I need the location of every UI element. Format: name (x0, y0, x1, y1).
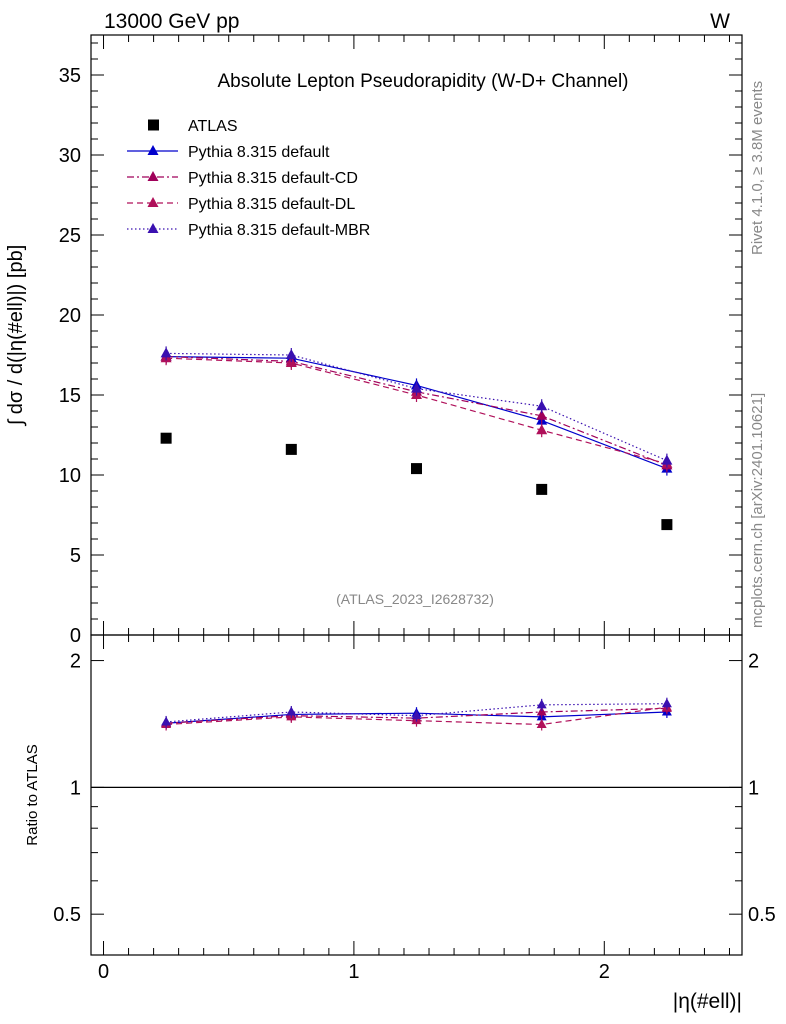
chart-title: Absolute Lepton Pseudorapidity (W-D+ Cha… (217, 71, 628, 92)
data-point (285, 349, 297, 359)
series-line (166, 357, 668, 465)
y-tick-label: 25 (59, 225, 81, 247)
energy-label: 13000 GeV pp (104, 10, 239, 33)
y-tick-label: 30 (59, 145, 81, 167)
ratio-panel: 0.5 0.5 1 1 2 2 Ratio to ATLAS (24, 634, 776, 956)
main-panel: 0 5 10 15 20 25 30 35 Absolute Lepton Pseudorap… (5, 34, 743, 647)
series-line (166, 352, 668, 462)
y-tick-label: 0 (70, 625, 81, 647)
data-point (160, 347, 172, 358)
series-line (166, 356, 668, 470)
analysis-watermark: (ATLAS_2023_I2628732) (336, 591, 494, 607)
x-tick-label: 1 (348, 961, 359, 983)
legend: ATLAS Pythia 8.315 default Pythia 8.315 de… (127, 118, 370, 239)
main-axis-ticks: 0 5 10 15 20 25 30 35 (59, 35, 742, 647)
legend-label: Pythia 8.315 default-DL (188, 196, 355, 213)
ratio-frame (90, 634, 743, 956)
ratio-data-point (536, 699, 547, 709)
y-tick-label: 20 (59, 305, 81, 327)
legend-marker (147, 223, 159, 233)
y-tick-label: 35 (59, 65, 81, 87)
data-point (411, 382, 422, 393)
data-point (411, 463, 422, 475)
y-tick-label: 15 (59, 385, 81, 407)
legend-label: Pythia 8.315 default (188, 144, 330, 161)
ratio-y-axis-label: Ratio to ATLAS (24, 744, 41, 845)
main-data-marks (160, 346, 673, 531)
data-point (536, 483, 548, 495)
y-tick-label: 10 (59, 465, 81, 487)
legend-marker (147, 197, 159, 207)
process-label: W (710, 10, 730, 33)
series-line (166, 356, 668, 466)
legend-marker (147, 171, 159, 181)
legend-label: Pythia 8.315 default-MBR (188, 222, 370, 239)
mcplots-source-label: mcplots.cern.ch [arXiv:2401.10621] (749, 393, 766, 628)
data-point (536, 409, 548, 420)
x-axis-tick-labels: 0 1 2 (98, 961, 610, 983)
ratio-data-point (161, 716, 172, 726)
ratio-y-tick-label: 2 (70, 651, 81, 673)
data-point (285, 443, 297, 455)
x-tick-label: 0 (98, 961, 109, 983)
data-point (661, 519, 673, 531)
legend-label: ATLAS (188, 118, 238, 135)
legend-label: Pythia 8.315 default-CD (188, 170, 358, 187)
ratio-axis-ticks: 0.5 0.5 1 1 2 2 (53, 635, 776, 956)
ratio-data-marks (91, 697, 742, 788)
ratio-y-tick-label: 1 (748, 777, 759, 799)
ratio-data-point (536, 706, 547, 716)
y-tick-label: 5 (70, 545, 81, 567)
data-point (661, 454, 673, 465)
ratio-data-point (536, 719, 547, 729)
data-point (536, 400, 548, 411)
data-point (536, 424, 548, 435)
ratio-data-point (661, 698, 672, 708)
ratio-y-tick-label: 1 (70, 777, 81, 799)
data-point (160, 432, 172, 444)
legend-marker (148, 119, 159, 131)
ratio-data-point (411, 710, 422, 720)
ratio-y-tick-label: 2 (748, 651, 759, 673)
rivet-version-label: Rivet 4.1.0, ≥ 3.8M events (749, 81, 766, 255)
ratio-y-tick-label: 0.5 (53, 904, 81, 926)
x-tick-label: 2 (599, 961, 610, 983)
ratio-data-point (286, 706, 297, 716)
main-y-axis-label: ∫ dσ / d(|η(#ell)|) [pb] (5, 245, 27, 427)
legend-marker (147, 145, 159, 155)
ratio-y-tick-label: 0.5 (748, 904, 776, 926)
x-axis-label: |η(#ell)| (673, 990, 742, 1013)
